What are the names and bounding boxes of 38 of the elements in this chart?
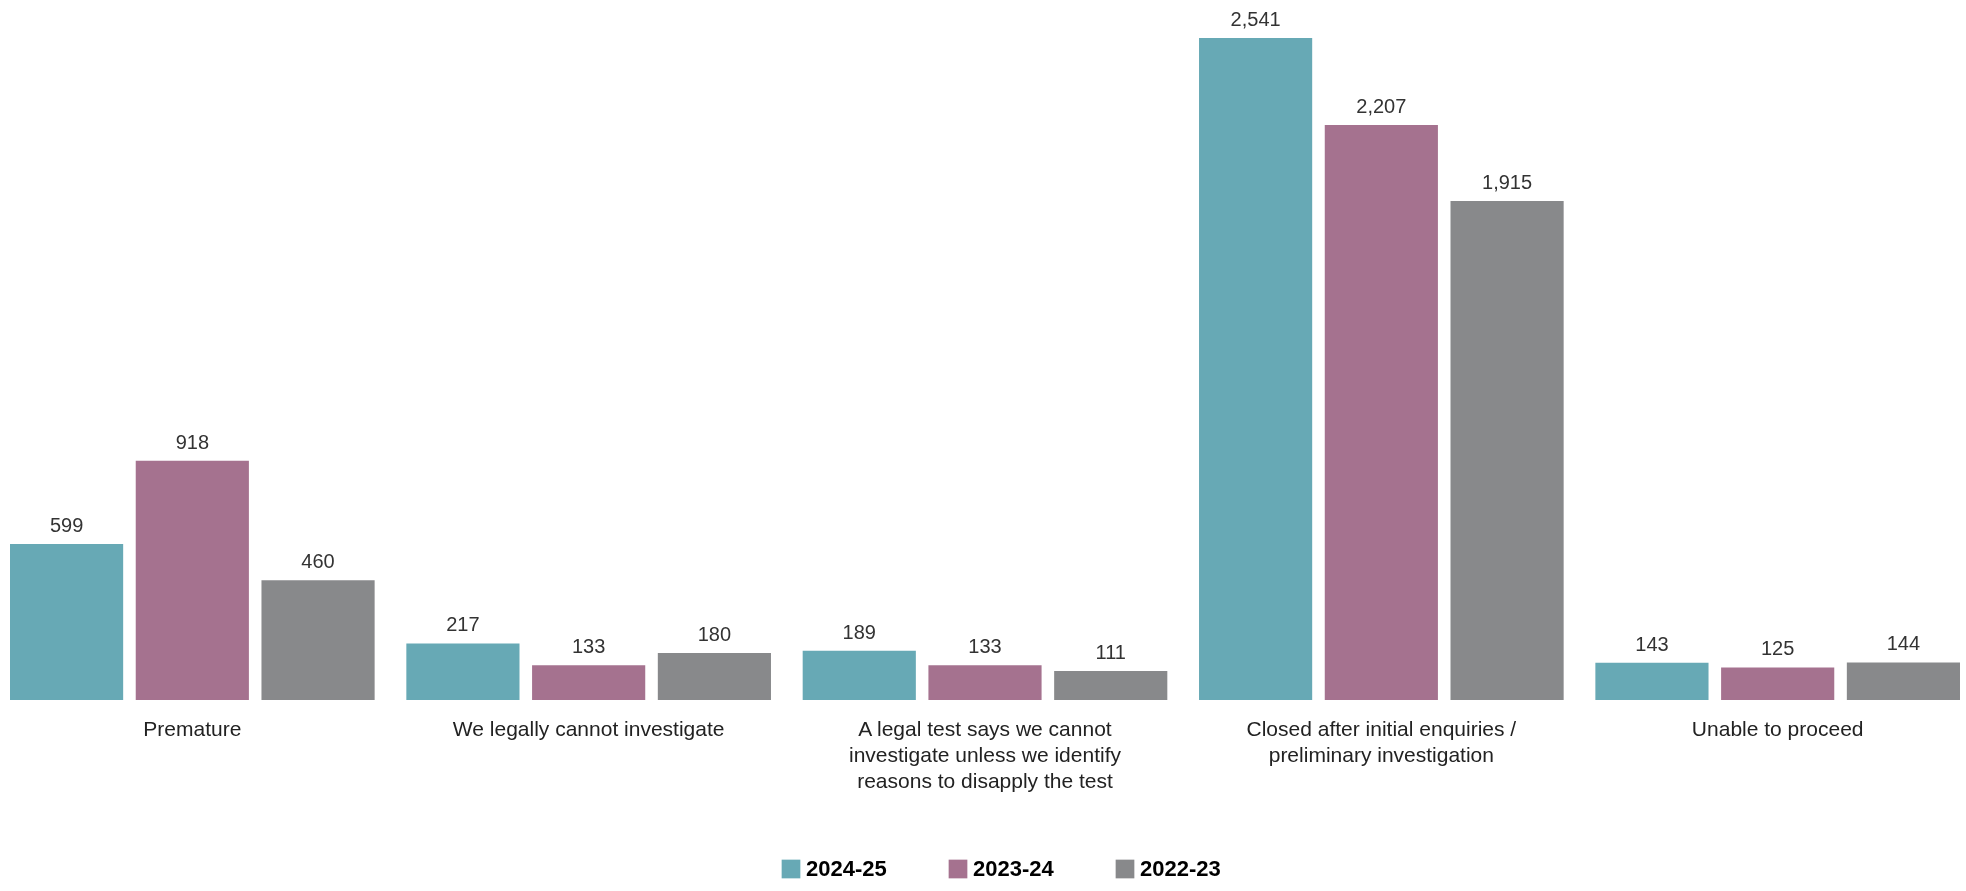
legend-label: 2023-24	[973, 856, 1055, 881]
legend-label: 2022-23	[1140, 856, 1221, 881]
bar	[802, 650, 916, 700]
data-label: 460	[301, 550, 335, 573]
x-tick-label: Closed after initial enquiries / preliminary investigation	[1246, 716, 1517, 766]
legend-label: 2024-25	[806, 856, 887, 881]
x-tick-label: We legally cannot investigate	[452, 716, 725, 740]
bar	[10, 543, 124, 700]
bar	[1450, 201, 1564, 700]
bar	[261, 580, 375, 700]
x-tick-label: Premature	[143, 716, 242, 740]
bar	[406, 643, 520, 700]
bar	[928, 665, 1042, 700]
bar	[1846, 662, 1960, 700]
data-label: 111	[1095, 641, 1126, 664]
bar	[1324, 125, 1438, 700]
data-label: 217	[446, 613, 480, 636]
data-label: 144	[1886, 632, 1921, 655]
bar	[135, 460, 249, 700]
x-tick-label: Unable to proceed	[1691, 716, 1864, 740]
x-tick-label: A legal test says we cannot investigate unless we identify reasons to disapply the test	[849, 716, 1122, 792]
data-label: 133	[968, 635, 1002, 658]
data-label: 189	[842, 620, 876, 643]
data-label: 1,915	[1482, 171, 1533, 194]
data-label: 918	[175, 430, 209, 453]
bar	[1721, 667, 1835, 700]
data-label: 133	[571, 635, 606, 658]
bar	[1054, 671, 1168, 700]
data-label: 180	[697, 623, 732, 646]
bar	[1595, 662, 1709, 700]
data-label: 2,541	[1230, 8, 1281, 30]
data-label: 143	[1635, 632, 1669, 655]
data-label: 2,207	[1356, 95, 1407, 118]
bar	[657, 653, 771, 700]
data-label: 125	[1761, 637, 1795, 660]
bar	[1199, 38, 1313, 700]
data-label: 599	[49, 513, 84, 536]
bar	[532, 665, 646, 700]
